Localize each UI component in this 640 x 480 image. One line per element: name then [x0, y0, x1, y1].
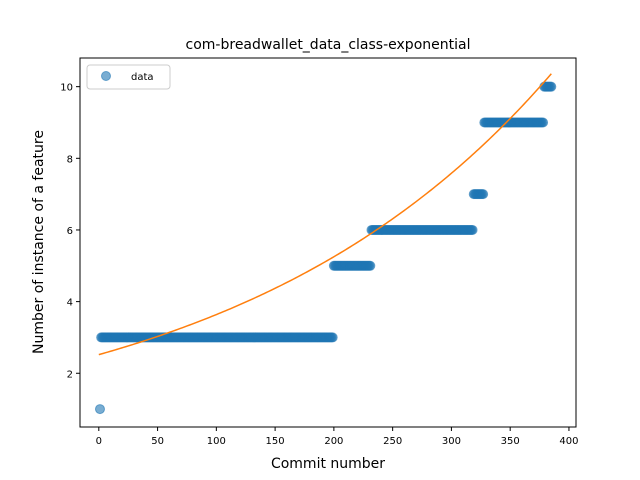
- y-tick-label: 2: [67, 369, 73, 380]
- x-tick-label: 150: [266, 436, 285, 447]
- x-tick-label: 100: [207, 436, 226, 447]
- data-point: [546, 81, 557, 92]
- plot-area: [94, 73, 557, 415]
- y-axis-label: Number of instance of a feature: [31, 130, 47, 354]
- data-point: [365, 260, 376, 271]
- x-axis-label: Commit number: [271, 456, 385, 472]
- y-tick-label: 8: [67, 154, 73, 165]
- fit-curve: [98, 73, 552, 356]
- legend-label-data: data: [131, 72, 154, 83]
- x-tick-label: 300: [442, 436, 461, 447]
- data-point: [94, 404, 105, 415]
- x-tick-label: 50: [151, 436, 164, 447]
- y-tick-label: 4: [67, 298, 73, 309]
- legend: data: [86, 64, 171, 90]
- x-tick-label: 200: [324, 436, 343, 447]
- y-tick-label: 6: [67, 226, 73, 237]
- data-point: [327, 332, 338, 343]
- data-point: [538, 117, 549, 128]
- data-point: [478, 189, 489, 200]
- x-tick-label: 0: [96, 436, 102, 447]
- legend-marker-data: [101, 71, 111, 81]
- x-axis-ticks: 0 50 100 150 200 250 300 350 400: [96, 427, 578, 447]
- x-tick-label: 400: [559, 436, 578, 447]
- plot-frame: [79, 57, 577, 428]
- legend-box: [86, 64, 171, 90]
- data-point: [467, 224, 478, 235]
- chart-title: com-breadwallet_data_class-exponential: [186, 37, 471, 53]
- x-tick-label: 350: [501, 436, 520, 447]
- x-tick-label: 250: [383, 436, 402, 447]
- y-axis-ticks: 2 4 6 8 10: [60, 83, 80, 380]
- y-tick-label: 10: [60, 83, 73, 94]
